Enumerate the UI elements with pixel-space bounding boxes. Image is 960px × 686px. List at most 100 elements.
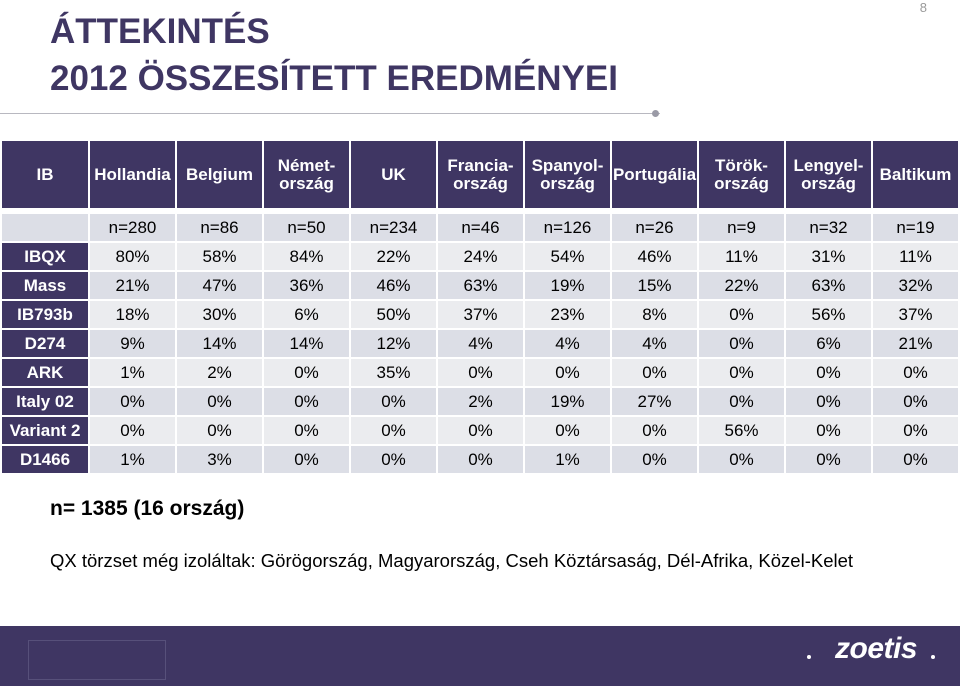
value-cell: 84% [264, 243, 349, 270]
sample-size-cell: n=32 [786, 214, 871, 241]
value-cell: 0% [699, 388, 784, 415]
value-cell: 35% [351, 359, 436, 386]
divider-dot [652, 110, 659, 117]
value-cell: 0% [873, 359, 958, 386]
sample-size-cell: n=126 [525, 214, 610, 241]
value-cell: 0% [177, 417, 262, 444]
value-cell: 0% [525, 359, 610, 386]
sample-size-cell: n=280 [90, 214, 175, 241]
value-cell: 19% [525, 272, 610, 299]
value-cell: 47% [177, 272, 262, 299]
sample-size-cell: n=46 [438, 214, 523, 241]
value-cell: 0% [786, 359, 871, 386]
value-cell: 0% [351, 446, 436, 473]
value-cell: 0% [177, 388, 262, 415]
value-cell: 6% [786, 330, 871, 357]
header-country: UK [351, 141, 436, 208]
value-cell: 24% [438, 243, 523, 270]
value-cell: 11% [699, 243, 784, 270]
value-cell: 8% [612, 301, 697, 328]
summary-text: n= 1385 (16 ország) [50, 497, 245, 520]
value-cell: 31% [786, 243, 871, 270]
header-country: Hollandia [90, 141, 175, 208]
spacer-cell [2, 210, 958, 212]
value-cell: 63% [438, 272, 523, 299]
value-cell: 0% [90, 388, 175, 415]
sample-size-cell: n=234 [351, 214, 436, 241]
table-row: D1466 1% 3% 0% 0% 0% 1% 0% 0% 0% 0% [2, 446, 958, 473]
title-divider [0, 113, 660, 114]
value-cell: 30% [177, 301, 262, 328]
value-cell: 0% [264, 388, 349, 415]
header-row: IB Hollandia Belgium Német-ország UK Fra… [2, 141, 958, 208]
value-cell: 56% [699, 417, 784, 444]
value-cell: 0% [699, 330, 784, 357]
value-cell: 80% [90, 243, 175, 270]
title-line-2: 2012 ÖSSZESÍTETT EREDMÉNYEI [50, 59, 618, 98]
value-cell: 4% [612, 330, 697, 357]
value-cell: 4% [525, 330, 610, 357]
value-cell: 37% [438, 301, 523, 328]
logo-wordmark: zoetis [835, 632, 918, 665]
title-line-1: ÁTTEKINTÉS [50, 12, 270, 51]
value-cell: 54% [525, 243, 610, 270]
value-cell: 0% [699, 301, 784, 328]
header-country: Lengyel-ország [786, 141, 871, 208]
value-cell: 0% [90, 417, 175, 444]
value-cell: 9% [90, 330, 175, 357]
value-cell: 1% [90, 359, 175, 386]
value-cell: 21% [90, 272, 175, 299]
value-cell: 0% [264, 446, 349, 473]
header-corner: IB [2, 141, 88, 208]
header-country: Német-ország [264, 141, 349, 208]
value-cell: 0% [786, 388, 871, 415]
row-label: Mass [2, 272, 88, 299]
zoetis-logo: zoetis [835, 632, 918, 666]
sample-size-row: n=280 n=86 n=50 n=234 n=46 n=126 n=26 n=9 n=32 n=… [2, 214, 958, 241]
value-cell: 21% [873, 330, 958, 357]
value-cell: 0% [786, 446, 871, 473]
value-cell: 0% [699, 359, 784, 386]
row-label: Variant 2 [2, 417, 88, 444]
table-row: ARK 1% 2% 0% 35% 0% 0% 0% 0% 0% 0% [2, 359, 958, 386]
value-cell: 0% [264, 359, 349, 386]
sample-size-cell: n=19 [873, 214, 958, 241]
value-cell: 15% [612, 272, 697, 299]
sample-size-label-cell [2, 214, 88, 241]
value-cell: 0% [264, 417, 349, 444]
row-label: IB793b [2, 301, 88, 328]
table-row: D274 9% 14% 14% 12% 4% 4% 4% 0% 6% 21% [2, 330, 958, 357]
footer-placeholder-box [28, 640, 166, 680]
value-cell: 0% [873, 388, 958, 415]
value-cell: 37% [873, 301, 958, 328]
value-cell: 0% [351, 388, 436, 415]
value-cell: 0% [351, 417, 436, 444]
value-cell: 19% [525, 388, 610, 415]
value-cell: 3% [177, 446, 262, 473]
table-row: Mass 21% 47% 36% 46% 63% 19% 15% 22% 63% 32% [2, 272, 958, 299]
value-cell: 0% [873, 446, 958, 473]
value-cell: 0% [699, 446, 784, 473]
value-cell: 1% [90, 446, 175, 473]
value-cell: 0% [873, 417, 958, 444]
row-label: D1466 [2, 446, 88, 473]
sample-size-cell: n=26 [612, 214, 697, 241]
value-cell: 22% [699, 272, 784, 299]
table-row: IBQX 80% 58% 84% 22% 24% 54% 46% 11% 31% 11% [2, 243, 958, 270]
value-cell: 0% [438, 417, 523, 444]
sample-size-cell: n=9 [699, 214, 784, 241]
value-cell: 12% [351, 330, 436, 357]
header-country: Portugália [612, 141, 697, 208]
value-cell: 0% [612, 417, 697, 444]
header-country: Spanyol-ország [525, 141, 610, 208]
value-cell: 22% [351, 243, 436, 270]
table-row: Variant 2 0% 0% 0% 0% 0% 0% 0% 56% 0% 0% [2, 417, 958, 444]
header-country: Török-ország [699, 141, 784, 208]
value-cell: 0% [438, 359, 523, 386]
value-cell: 32% [873, 272, 958, 299]
value-cell: 50% [351, 301, 436, 328]
value-cell: 1% [525, 446, 610, 473]
value-cell: 0% [612, 446, 697, 473]
value-cell: 58% [177, 243, 262, 270]
header-country: Francia-ország [438, 141, 523, 208]
